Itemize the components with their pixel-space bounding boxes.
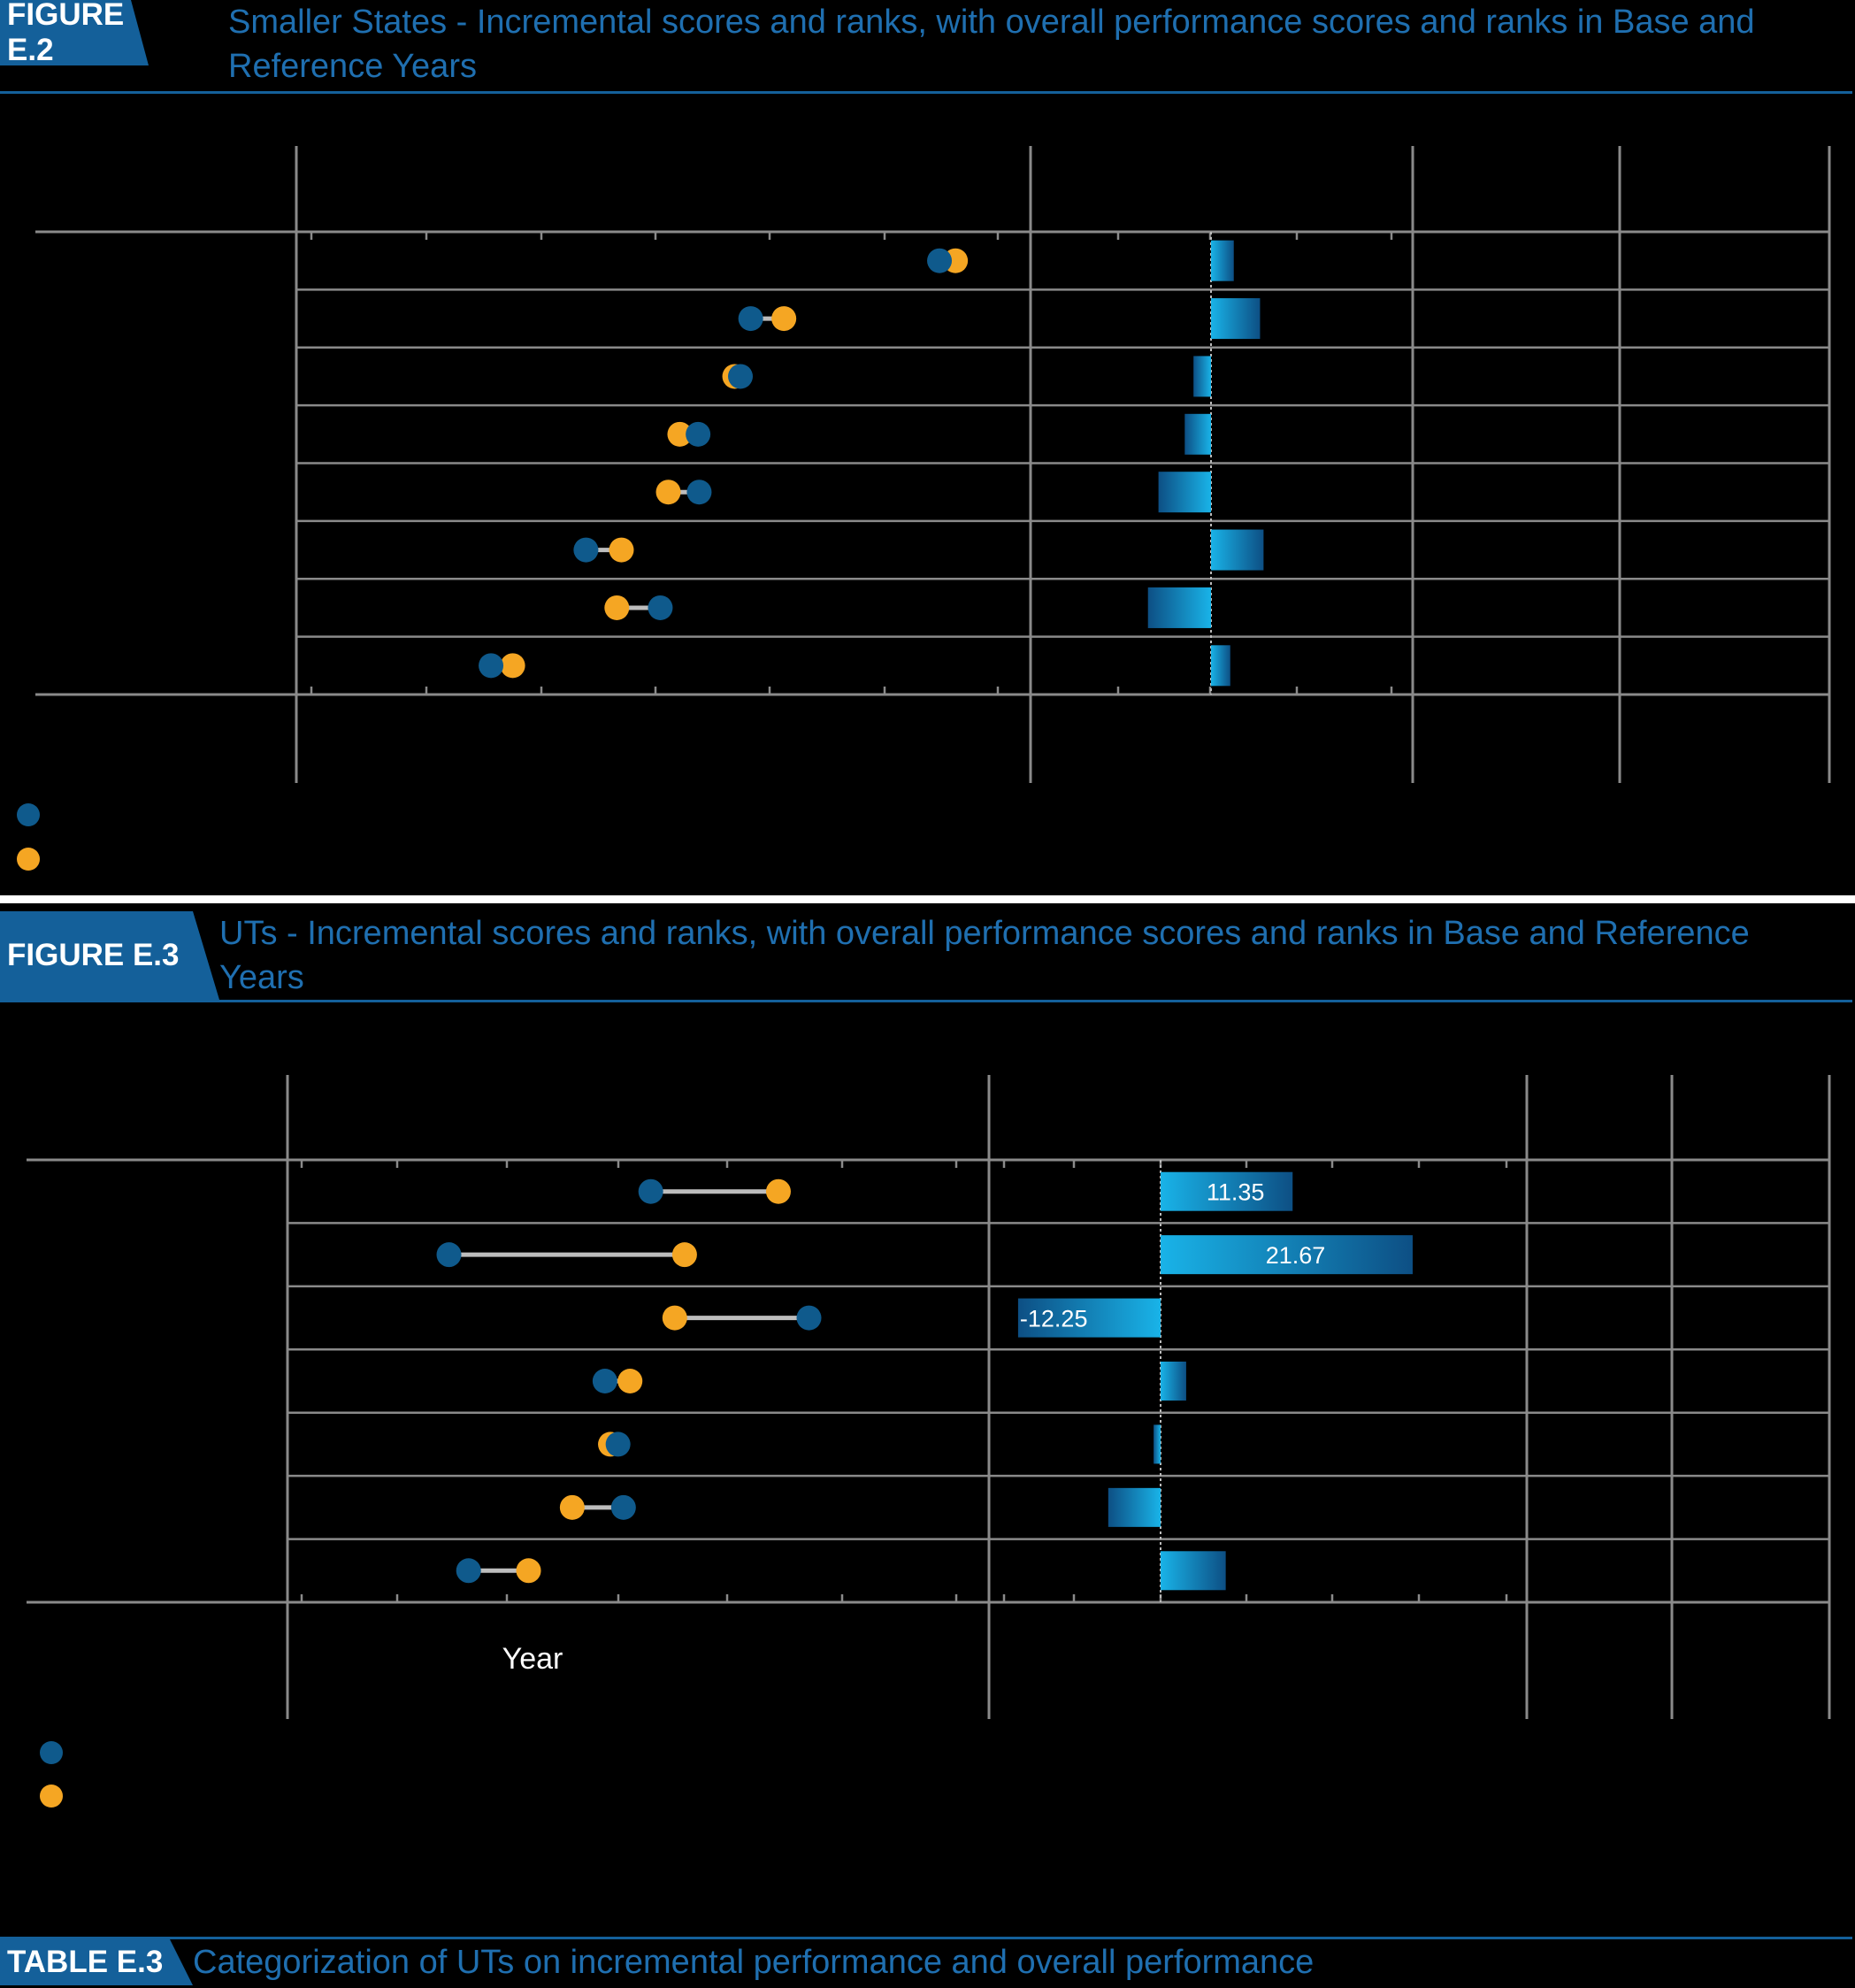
incremental-bar	[1161, 1235, 1413, 1275]
base-year-dot	[796, 1305, 822, 1331]
figure-e3-tag: FIGURE E.3	[0, 911, 219, 1000]
base-year-dot	[686, 480, 712, 505]
incremental-bar	[1147, 587, 1211, 628]
axis-text-year: Year	[502, 1642, 563, 1676]
incremental-bar	[1211, 298, 1261, 340]
figure-e3-rule	[0, 1000, 1852, 1002]
base-year-dot	[605, 1432, 631, 1457]
figure-e3-title: UTs - Incremental scores and ranks, with…	[219, 915, 1750, 996]
base-year-dot	[648, 595, 673, 620]
reference-year-dot	[667, 421, 693, 447]
incremental-bar	[1161, 1551, 1226, 1591]
incremental-bar	[1161, 1362, 1186, 1401]
table-e3-tag: TABLE E.3	[0, 1939, 193, 1985]
reference-year-dot	[609, 537, 634, 563]
incremental-bar	[1211, 529, 1264, 571]
reference-year-dot	[500, 653, 525, 679]
figure-e2-chart	[17, 146, 1831, 871]
base-year-dot	[738, 306, 763, 332]
bar-value-label: 21.67	[1266, 1242, 1326, 1269]
incremental-bar	[1161, 1171, 1293, 1211]
base-year-dot	[638, 1178, 663, 1204]
incremental-bar	[1211, 240, 1234, 281]
table-e3-header: TABLE E.3 Categorization of UTs on incre…	[0, 1939, 1855, 1985]
incremental-bar	[1017, 1298, 1161, 1338]
incremental-bar	[1108, 1487, 1161, 1527]
reference-year-dot	[655, 480, 681, 505]
reference-year-dot	[671, 1242, 697, 1268]
figure-e2-tag: FIGURE E.2	[0, 0, 149, 65]
reference-year-dot	[617, 1369, 643, 1393]
incremental-bar	[1158, 472, 1211, 513]
figure-e2-rule	[0, 91, 1852, 94]
legend-base-dot	[40, 1741, 63, 1764]
table-e3-title: Categorization of UTs on incremental per…	[193, 1944, 1315, 1981]
figure-separator	[0, 895, 1855, 903]
figure-e2-title: Smaller States - Incremental scores and …	[228, 4, 1755, 85]
incremental-bar	[1184, 413, 1211, 455]
legend-reference-dot	[40, 1785, 63, 1808]
incremental-bar	[1193, 356, 1211, 397]
base-year-dot	[573, 537, 599, 563]
base-year-dot	[610, 1494, 636, 1520]
incremental-bar	[1211, 645, 1230, 687]
reference-year-dot	[559, 1494, 585, 1520]
bar-value-label: 11.35	[1207, 1179, 1265, 1206]
bar-value-label: -12.25	[1020, 1306, 1088, 1332]
base-year-dot	[436, 1242, 462, 1268]
figure-e3-chart: 11.35 21.67 -12.25 Year	[27, 1075, 1831, 1808]
legend-base-dot	[17, 803, 40, 826]
reference-year-dot	[516, 1558, 541, 1584]
reference-year-dot	[662, 1305, 687, 1331]
base-year-dot	[592, 1369, 617, 1393]
reference-year-dot	[604, 595, 630, 620]
figure-e3-header: FIGURE E.3 UTs - Incremental scores and …	[0, 911, 1855, 1000]
incremental-bar	[1154, 1424, 1161, 1464]
base-year-dot	[728, 364, 753, 389]
table-e3-rule-top	[0, 1937, 1852, 1939]
reference-year-dot	[765, 1178, 791, 1204]
reference-year-dot	[771, 306, 797, 332]
figure-e2-header: FIGURE E.2 Smaller States - Incremental …	[0, 0, 1855, 85]
base-year-dot	[456, 1558, 481, 1584]
base-year-dot	[927, 248, 953, 273]
base-year-dot	[479, 653, 504, 679]
base-year-dot	[686, 421, 711, 447]
legend-reference-dot	[17, 848, 40, 871]
